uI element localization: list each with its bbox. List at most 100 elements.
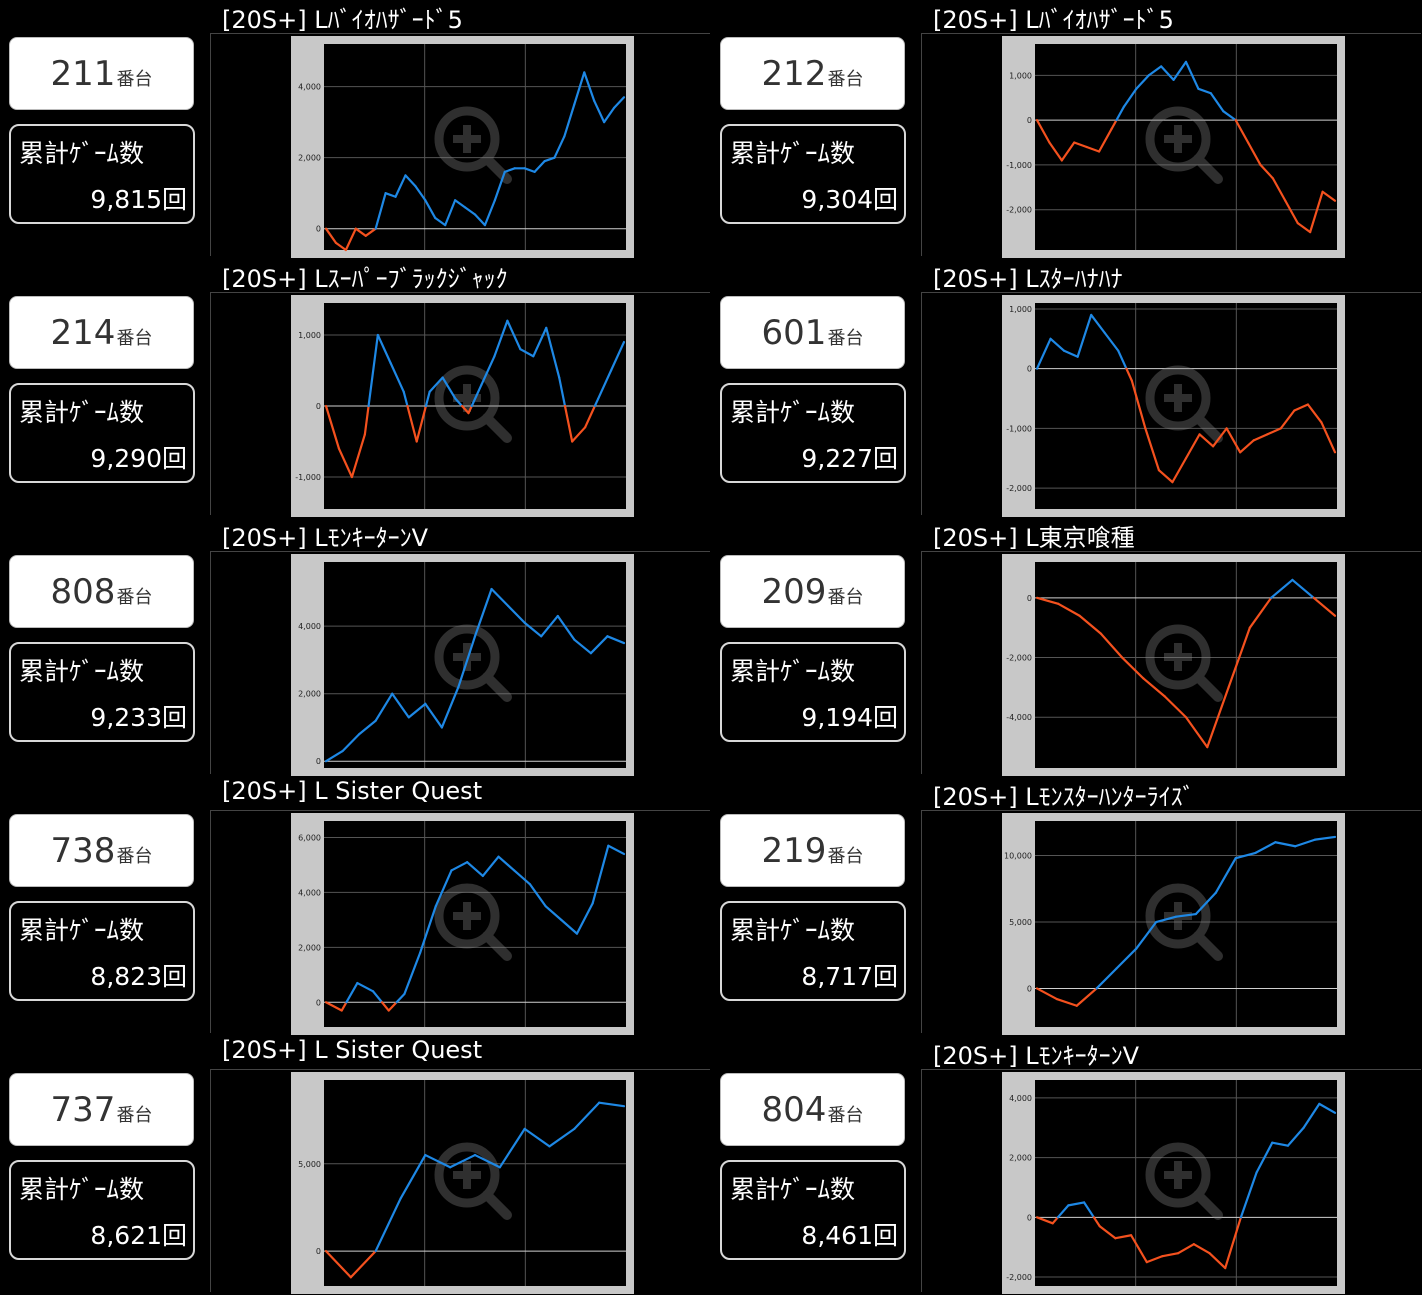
machine-number-button[interactable]: 738 番台 — [9, 814, 194, 887]
total-games-label: 累計ｹﾞｰﾑ数 — [19, 398, 145, 427]
series-segment — [441, 376, 457, 400]
machine-number-button[interactable]: 209 番台 — [720, 555, 905, 628]
series-segment — [466, 861, 484, 878]
series-segment — [424, 702, 443, 729]
model-title: [20S+] LﾓﾝｷｰﾀｰﾝⅤ — [933, 1042, 1140, 1070]
title-divider — [210, 810, 710, 811]
machine-suffix: 番台 — [116, 1105, 153, 1126]
slump-graph[interactable]: 0 -2,000 -4,000 — [1002, 554, 1345, 776]
total-games-label: 累計ｹﾞｰﾑ数 — [19, 1175, 145, 1204]
series-segment — [1145, 1255, 1164, 1264]
series-segment — [399, 1153, 427, 1200]
series-segment — [1321, 190, 1337, 202]
series-segment — [1117, 349, 1128, 370]
machine-number-button[interactable]: 219 番台 — [720, 814, 905, 887]
series-segment — [1082, 1201, 1095, 1219]
series-segment — [350, 433, 366, 479]
machine-number-button[interactable]: 212 番台 — [720, 37, 905, 110]
series-segment — [1035, 987, 1058, 1001]
series-segment — [1306, 403, 1323, 424]
machine-number-button[interactable]: 808 番台 — [9, 555, 194, 628]
plot-area — [324, 1080, 626, 1286]
title-divider — [921, 551, 1421, 552]
machine-number-button[interactable]: 211 番台 — [9, 37, 194, 110]
total-games-box: 累計ｹﾞｰﾑ数 8,823回 — [9, 901, 195, 1001]
series-segment — [364, 227, 377, 237]
y-tick-label: -2,000 — [1006, 1273, 1032, 1282]
series-segment — [556, 614, 576, 641]
series-segment — [324, 750, 344, 763]
machine-number: 737 — [50, 1090, 116, 1130]
series-segment — [344, 227, 357, 252]
model-title: [20S+] L Sister Quest — [222, 1036, 483, 1064]
series-segment — [593, 397, 600, 408]
slump-graph[interactable]: 0 2,000 4,000 — [291, 554, 634, 776]
series-segment — [1055, 997, 1078, 1007]
machine-number-button[interactable]: 737 番台 — [9, 1073, 194, 1146]
slump-graph[interactable]: 4,000 2,000 0 -2,000 — [1002, 1072, 1345, 1294]
slump-graph[interactable]: 1,000 0 -1,000 — [291, 295, 634, 517]
series-segment — [1172, 60, 1188, 81]
y-tick-label: 1,000 — [1009, 305, 1032, 314]
column-separator — [921, 293, 922, 515]
series-segment — [1234, 851, 1257, 860]
plot-area — [1035, 821, 1337, 1027]
series-segment — [1271, 177, 1287, 202]
series-segment — [1142, 677, 1166, 698]
series-segment — [1239, 439, 1255, 454]
total-games-label: 累計ｹﾞｰﾑ数 — [19, 657, 145, 686]
series-segment — [1197, 87, 1212, 95]
machine-number-button[interactable]: 214 番台 — [9, 296, 194, 369]
series-segment — [391, 692, 410, 719]
total-games-label: 累計ｹﾞｰﾑ数 — [730, 1175, 856, 1204]
model-title: [20S+] Lｽﾀｰﾊﾅﾊﾅ — [933, 265, 1123, 293]
slump-graph[interactable]: 0 2,000 4,000 — [291, 36, 634, 258]
zoom-in-icon — [1145, 1142, 1223, 1220]
column-separator — [210, 34, 211, 256]
series-segment — [424, 390, 431, 408]
y-tick-label: 4,000 — [298, 83, 321, 92]
machine-number-button[interactable]: 601 番台 — [720, 296, 905, 369]
slump-graph[interactable]: 1,000 0 -1,000 -2,000 — [1002, 295, 1345, 517]
series-segment — [440, 685, 460, 729]
total-games-label: 累計ｹﾞｰﾑ数 — [19, 139, 145, 168]
series-segment — [1291, 578, 1315, 599]
series-segment — [449, 1153, 477, 1169]
series-segment — [1312, 596, 1337, 617]
series-segment — [374, 1197, 402, 1253]
series-segment — [506, 319, 522, 351]
series-segment — [1284, 199, 1299, 225]
series-segment — [493, 319, 509, 358]
slump-graph[interactable]: 0 5,000 10,000 — [1002, 813, 1345, 1035]
series-segment — [1115, 947, 1138, 970]
y-tick-label: 0 — [1027, 365, 1032, 374]
title-divider — [210, 1069, 710, 1070]
plot-area — [1035, 303, 1337, 509]
y-tick-label: 2,000 — [298, 154, 321, 163]
y-tick-label: -2,000 — [1006, 484, 1032, 493]
series-segment — [424, 1153, 452, 1169]
series-segment — [481, 855, 500, 878]
slump-graph[interactable]: 0 5,000 — [291, 1072, 634, 1294]
zoom-in-icon — [1145, 106, 1223, 184]
series-segment — [1266, 427, 1282, 436]
series-segment — [545, 326, 561, 379]
model-title: [20S+] LﾓﾝｷｰﾀｰﾝⅤ — [222, 524, 429, 552]
series-segment — [1035, 1216, 1054, 1225]
series-segment — [490, 587, 510, 608]
series-segment — [1270, 578, 1294, 599]
slump-graph[interactable]: 1,000 0 -1,000 -2,000 — [1002, 36, 1345, 258]
series-segment — [414, 184, 427, 202]
machine-number: 804 — [761, 1090, 827, 1130]
series-segment — [573, 638, 592, 655]
series-segment — [523, 167, 536, 173]
machine-number-button[interactable]: 804 番台 — [720, 1073, 905, 1146]
series-segment — [1184, 433, 1201, 460]
series-segment — [606, 635, 626, 645]
y-tick-label: 0 — [316, 998, 321, 1007]
slump-graph-svg: 0 -2,000 -4,000 — [1002, 554, 1345, 776]
series-segment — [596, 369, 613, 400]
series-segment — [1163, 695, 1188, 719]
series-segment — [1302, 1102, 1321, 1129]
slump-graph[interactable]: 0 2,000 4,000 6,000 — [291, 813, 634, 1035]
